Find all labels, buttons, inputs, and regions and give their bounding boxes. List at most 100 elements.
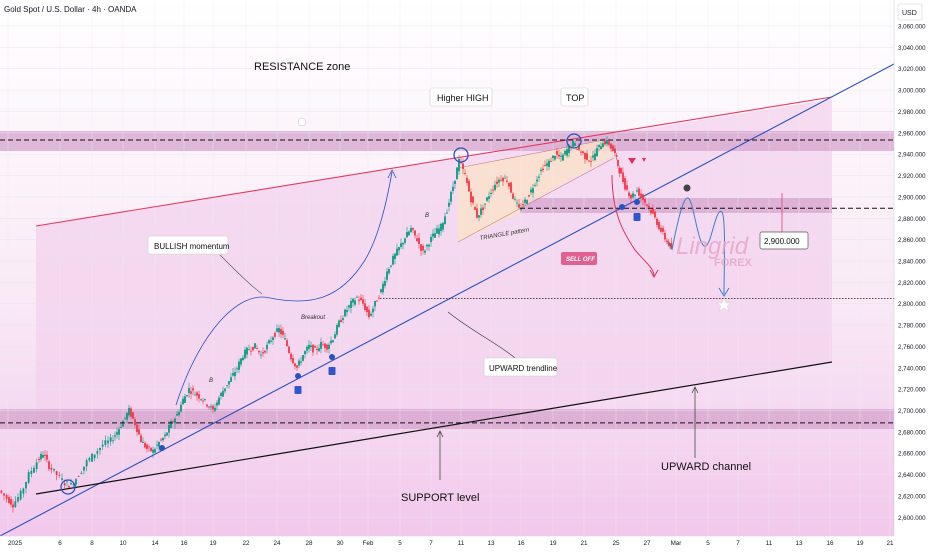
b-mark-label-2: B: [209, 378, 213, 384]
candle-body: [584, 152, 586, 159]
candle-body: [340, 319, 342, 323]
currency-box[interactable]: [897, 3, 923, 21]
candle-body: [128, 407, 130, 416]
candle-body: [644, 199, 646, 203]
candle-body: [162, 437, 164, 441]
candle-body: [590, 161, 592, 163]
candle-body: [324, 343, 326, 348]
candle-body: [412, 228, 414, 230]
candle-body: [312, 344, 314, 353]
x-tick-label: Mar: [671, 540, 682, 547]
candle-body: [614, 148, 616, 153]
x-tick-label: 27: [643, 540, 651, 547]
candle-body: [304, 351, 306, 355]
bullish-momentum-box: [147, 235, 229, 255]
price-axis[interactable]: 2,600.000 2,620.000 2,640.000 2,660.000 2,68…: [893, 0, 932, 550]
symbol-title[interactable]: Gold Spot / U.S. Dollar · 4h · OANDA: [4, 5, 137, 14]
candle-body: [80, 472, 83, 474]
candle-body: [642, 194, 644, 200]
candle-body: [646, 204, 648, 206]
x-tick-label: 22: [242, 540, 250, 547]
bullish-momentum-label: BULLISH momentum: [154, 242, 230, 251]
candle-body: [472, 196, 474, 203]
candle-body: [572, 140, 574, 147]
x-tick-label: 14: [151, 540, 159, 547]
candle-body: [176, 414, 178, 416]
candle-body: [116, 432, 118, 435]
candle-body: [154, 449, 156, 453]
candle-body: [400, 243, 402, 248]
candle-body: [560, 155, 562, 157]
candle-body: [192, 388, 194, 391]
candle-body: [208, 406, 210, 408]
candle-body: [608, 141, 610, 145]
candle-body: [148, 446, 150, 448]
candle-body: [574, 143, 576, 146]
pivot-circle: [566, 133, 582, 149]
candle-body: [620, 167, 622, 174]
candle-body: [268, 340, 270, 344]
candle-body: [544, 165, 546, 166]
candle-body: [5, 495, 8, 499]
x-tick-label: 8: [90, 540, 94, 547]
candle-body: [420, 244, 422, 251]
candle-body: [476, 208, 478, 218]
candle-body: [158, 442, 160, 447]
target-price-box: [759, 231, 809, 250]
candle-body: [224, 388, 226, 392]
candle-body: [254, 343, 256, 349]
candle-body: [532, 188, 534, 193]
candle-body: [636, 190, 638, 192]
candle-body: [296, 365, 298, 368]
candle-body: [72, 484, 75, 486]
candle-body: [63, 483, 66, 486]
y-tick-label: 2,720.000: [898, 387, 926, 394]
candle-body: [138, 429, 140, 435]
candle-body: [508, 182, 510, 187]
candle-body: [482, 207, 484, 211]
candle-body: [652, 208, 654, 214]
candle-body: [606, 140, 608, 145]
candle-body: [596, 148, 598, 157]
candle-body: [264, 350, 266, 353]
candle-body: [132, 412, 134, 419]
candle-body: [392, 255, 394, 265]
candle-body: [664, 232, 666, 240]
y-tick-label: 2,740.000: [898, 365, 926, 372]
sell-off-box: [561, 252, 597, 265]
target-price-label: 2,900.000: [764, 237, 800, 246]
candle-body: [542, 168, 544, 171]
candle-body: [42, 454, 44, 458]
candle-body: [40, 453, 42, 460]
watermark-sub: FOREX: [714, 257, 753, 269]
candle-body: [638, 188, 640, 196]
candle-body: [416, 238, 418, 242]
currency-label: USD: [902, 10, 917, 17]
candle-body: [662, 227, 664, 232]
candle-body: [404, 238, 406, 243]
candle-body: [184, 396, 186, 404]
buy-marker: [294, 386, 302, 394]
touch-dot: [295, 373, 301, 379]
candle-body: [180, 404, 182, 412]
candle-body: [342, 318, 344, 320]
candle-body: [356, 296, 358, 298]
candle-body: [91, 453, 93, 462]
y-tick-label: 2,760.000: [898, 344, 926, 351]
time-axis[interactable]: 2025 6 8 10 14 16 19 22 24 28 30 Feb 5 7 11 13 16 19 21 25 2…: [0, 535, 932, 550]
candle-body: [101, 444, 104, 447]
candle-body: [654, 211, 656, 218]
candle-body: [38, 458, 40, 461]
candle-body: [214, 407, 216, 411]
candle-body: [210, 406, 212, 408]
candle-body: [656, 218, 658, 225]
candle-body: [244, 349, 246, 359]
candle-body: [88, 458, 91, 461]
momentum-pointer: [219, 254, 263, 295]
b-mark-label: B: [425, 213, 429, 219]
candle-body: [96, 451, 99, 454]
x-tick-label: 7: [429, 540, 433, 547]
candle-body: [270, 340, 272, 342]
